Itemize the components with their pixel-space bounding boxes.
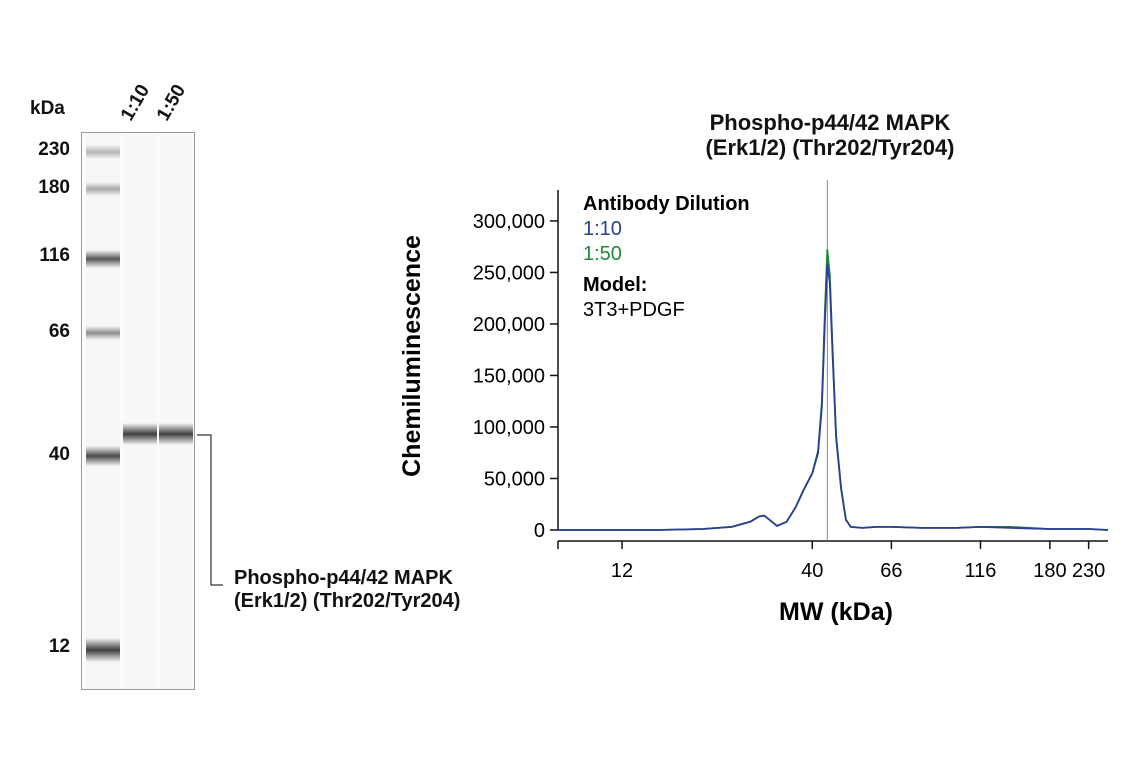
ladder-band-180 xyxy=(86,182,120,196)
ladder-band-12 xyxy=(86,638,120,662)
y-tick-label: 0 xyxy=(534,520,545,542)
legend-series-1-10: 1:10 xyxy=(583,218,622,240)
y-tick-label: 50,000 xyxy=(484,468,545,490)
ladder-band-66 xyxy=(86,326,120,340)
y-axis-title: Chemiluminescence xyxy=(398,235,426,477)
ladder-label-180: 180 xyxy=(38,177,70,198)
y-tick-label: 100,000 xyxy=(473,417,545,439)
kda-header: kDa xyxy=(30,98,65,119)
target-label: Phospho-p44/42 MAPK (Erk1/2) (Thr202/Tyr… xyxy=(234,567,460,613)
ladder-label-40: 40 xyxy=(48,444,70,465)
legend-model-value: 3T3+PDGF xyxy=(583,299,685,321)
y-tick-label: 150,000 xyxy=(473,365,545,387)
x-axis: 12 40 66 116 180 230 xyxy=(557,540,1108,582)
series-line-1-10 xyxy=(558,263,1109,531)
x-tick-label: 116 xyxy=(965,560,997,582)
ladder-lane xyxy=(86,133,120,689)
x-tick-label: 66 xyxy=(880,560,902,582)
electropherogram-chart: 0 50,000 100,000 150,000 200,000 250,000 300,0… xyxy=(398,180,1109,626)
ladder-label-66: 66 xyxy=(48,321,70,342)
ladder-label-12: 12 xyxy=(48,636,70,657)
lane-header-1-10: 1:10 xyxy=(116,81,155,125)
y-axis: 0 50,000 100,000 150,000 200,000 250,000 300,0… xyxy=(473,190,559,542)
legend-model-heading: Model: xyxy=(583,274,647,296)
chart-title-line1: Phospho-p44/42 MAPK xyxy=(709,110,951,135)
lane-header-1-50: 1:50 xyxy=(152,81,191,125)
x-tick-label: 180 xyxy=(1033,560,1066,582)
sample-band-1-50 xyxy=(159,423,193,445)
target-leader-line xyxy=(197,434,223,586)
ladder-label-116: 116 xyxy=(39,245,70,266)
target-label-line1: Phospho-p44/42 MAPK xyxy=(234,567,453,589)
ladder-band-40 xyxy=(86,446,120,466)
chart-title-line2: (Erk1/2) (Thr202/Tyr204) xyxy=(705,135,955,160)
y-tick-label: 250,000 xyxy=(473,262,545,284)
legend-series-1-50: 1:50 xyxy=(583,243,622,265)
gel-image xyxy=(81,132,195,690)
chart-title: Phospho-p44/42 MAPK (Erk1/2) (Thr202/Tyr… xyxy=(600,110,1060,160)
x-axis-title: MW (kDa) xyxy=(779,598,893,626)
ladder-label-230: 230 xyxy=(38,139,70,160)
sample-band-1-10 xyxy=(123,423,157,445)
target-label-line2: (Erk1/2) (Thr202/Tyr204) xyxy=(234,590,461,612)
legend: Antibody Dilution 1:10 1:50 Model: 3T3+P… xyxy=(583,193,750,321)
sample-lane-1-50 xyxy=(159,133,193,689)
series-layer xyxy=(558,180,1109,541)
x-tick-label: 40 xyxy=(801,560,823,582)
ladder-band-230 xyxy=(86,145,120,159)
x-tick-label: 12 xyxy=(611,560,633,582)
y-tick-label: 200,000 xyxy=(473,314,545,336)
sample-lane-1-10 xyxy=(123,133,157,689)
x-tick-label: 230 xyxy=(1072,560,1105,582)
legend-heading: Antibody Dilution xyxy=(583,193,750,215)
ladder-band-116 xyxy=(86,250,120,268)
y-tick-label: 300,000 xyxy=(473,211,545,233)
